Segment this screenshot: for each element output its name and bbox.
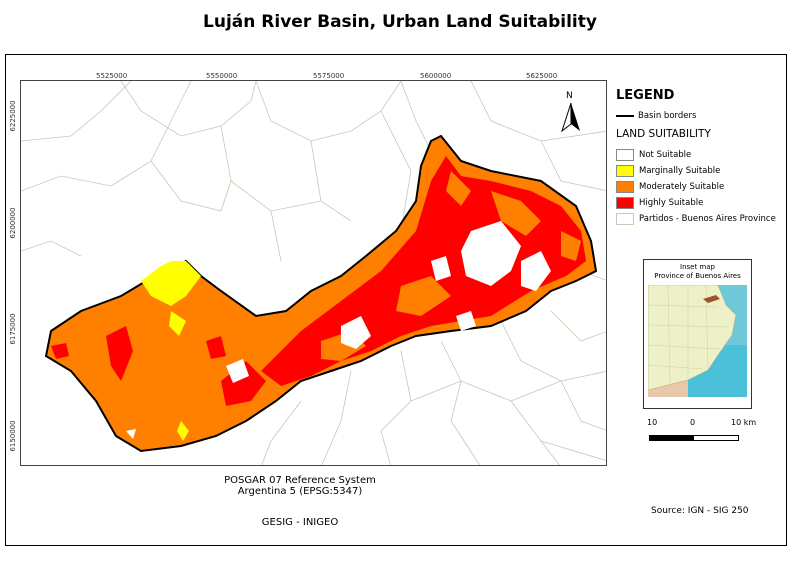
reference-line1: POSGAR 07 Reference System <box>224 475 376 486</box>
scale-label: 10 <box>647 418 658 427</box>
scale-bar-black <box>649 435 695 441</box>
scale-label: 0 <box>690 418 696 427</box>
inset-title-line2: Province of Buenos Aires <box>654 272 741 280</box>
legend-swatch <box>616 213 634 225</box>
legend-items: Not Suitable Marginally Suitable Moderat… <box>616 147 776 227</box>
not-suitable-zones <box>126 221 551 439</box>
legend-title: LEGEND <box>616 88 675 103</box>
moderate-inlays <box>321 171 581 361</box>
reference-line2: Argentina 5 (EPSG:5347) <box>237 486 363 497</box>
y-tick: 6150000 <box>9 420 17 452</box>
scale-bar-white <box>693 435 739 441</box>
inset-title-line1: Inset map <box>680 263 715 271</box>
legend-suitability-title: LAND SUITABILITY <box>616 128 711 140</box>
legend-item-label: Marginally Suitable <box>639 166 721 176</box>
legend-item-label: Partidos - Buenos Aires Province <box>639 214 776 224</box>
credit: GESIG - INIGEO <box>261 517 339 528</box>
inset-map-canvas <box>648 285 747 397</box>
y-tick: 6175000 <box>9 313 17 345</box>
north-arrow-icon <box>561 102 580 133</box>
legend-item-label: Not Suitable <box>639 150 692 160</box>
map-layout-frame <box>5 54 787 546</box>
y-tick: 6225000 <box>9 100 17 132</box>
scale-label: 10 km <box>731 418 757 427</box>
y-tick: 6200000 <box>9 207 17 239</box>
legend-item: Not Suitable <box>616 147 776 163</box>
legend-swatch <box>616 197 634 209</box>
north-label: N <box>566 91 573 101</box>
source: Source: IGN - SIG 250 <box>651 506 749 516</box>
scale-bar: 10 0 10 km <box>643 418 763 448</box>
legend-basin-borders: Basin borders <box>616 111 696 121</box>
legend-basin-label: Basin borders <box>638 111 697 121</box>
partidos-boundaries <box>21 81 606 465</box>
main-map[interactable]: N <box>20 80 607 466</box>
x-tick: 5575000 <box>313 72 345 80</box>
map-title: Luján River Basin, Urban Land Suitabilit… <box>203 12 597 32</box>
legend-swatch <box>616 181 634 193</box>
x-tick: 5550000 <box>206 72 238 80</box>
legend-item: Partidos - Buenos Aires Province <box>616 211 776 227</box>
legend-item: Moderately Suitable <box>616 179 776 195</box>
legend-item-label: Highly Suitable <box>639 198 704 208</box>
legend-item: Marginally Suitable <box>616 163 776 179</box>
marginal-zones <box>141 261 201 441</box>
legend-swatch <box>616 149 634 161</box>
legend-item: Highly Suitable <box>616 195 776 211</box>
reference-system: POSGAR 07 Reference System Argentina 5 (… <box>190 475 410 497</box>
legend-item-label: Moderately Suitable <box>639 182 725 192</box>
map-canvas <box>21 81 606 465</box>
inset-map: Inset map Province of Buenos Aires <box>643 259 752 409</box>
x-tick: 5525000 <box>96 72 128 80</box>
x-tick: 5625000 <box>526 72 558 80</box>
inset-title: Inset map Province of Buenos Aires <box>644 263 751 281</box>
legend-swatch <box>616 165 634 177</box>
x-tick: 5600000 <box>420 72 452 80</box>
basin-border-symbol <box>616 115 634 117</box>
